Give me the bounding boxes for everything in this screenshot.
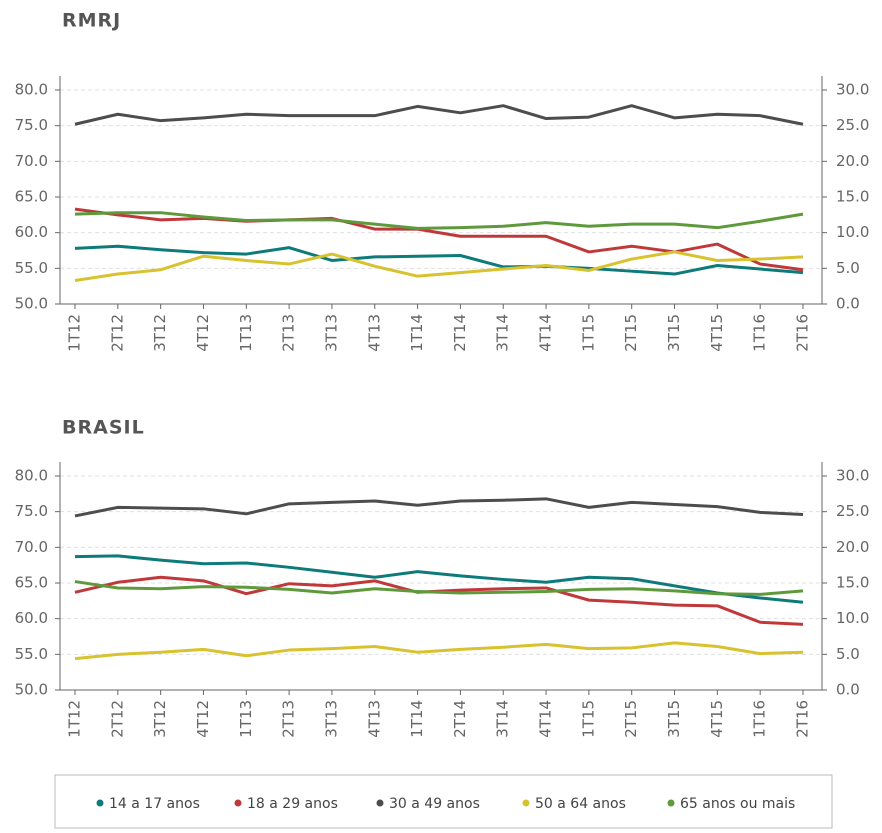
legend-swatch (234, 799, 242, 807)
y-tick-label: 50.0 (15, 295, 48, 313)
y-tick-label: 50.0 (15, 681, 48, 699)
chart-title: RMRJ (62, 10, 121, 32)
y-tick-label: 65.0 (15, 574, 48, 592)
x-tick-label: 2T14 (451, 314, 469, 352)
x-tick-label: 3T14 (494, 314, 512, 352)
x-tick-label: 3T13 (322, 314, 340, 352)
x-tick-label: 4T12 (194, 314, 212, 352)
x-tick-label: 1T16 (751, 700, 769, 738)
x-tick-label: 2T12 (108, 700, 126, 738)
x-tick-label: 1T12 (66, 314, 84, 352)
x-tick-label: 2T12 (108, 314, 126, 352)
y2-tick-label: 30.0 (836, 467, 869, 485)
x-tick-label: 2T16 (794, 700, 812, 738)
series-line (74, 554, 804, 604)
legend-swatch (522, 799, 530, 807)
x-tick-label: 3T15 (665, 700, 683, 738)
x-tick-label: 3T12 (151, 700, 169, 738)
y-tick-label: 75.0 (15, 502, 48, 520)
y2-tick-label: 10.0 (836, 609, 869, 627)
legend-swatch (96, 799, 104, 807)
x-tick-label: 1T13 (237, 700, 255, 738)
x-tick-label: 4T13 (365, 314, 383, 352)
y-tick-label: 65.0 (15, 188, 48, 206)
x-tick-label: 2T16 (794, 314, 812, 352)
x-tick-label: 2T13 (280, 314, 298, 352)
x-tick-label: 2T15 (622, 700, 640, 738)
series-line (74, 580, 804, 596)
y2-tick-label: 25.0 (836, 116, 869, 134)
x-tick-label: 3T15 (665, 314, 683, 352)
x-tick-label: 2T13 (280, 700, 298, 738)
x-tick-label: 1T14 (408, 700, 426, 738)
x-tick-label: 4T12 (194, 700, 212, 738)
y-tick-label: 80.0 (15, 81, 48, 99)
x-tick-label: 1T13 (237, 314, 255, 352)
y2-tick-label: 15.0 (836, 188, 869, 206)
x-tick-label: 2T14 (451, 700, 469, 738)
y-tick-label: 60.0 (15, 609, 48, 627)
x-tick-label: 3T13 (322, 700, 340, 738)
legend-label: 65 anos ou mais (680, 796, 795, 812)
legend-label: 18 a 29 anos (247, 796, 338, 812)
legend-label: 50 a 64 anos (535, 796, 626, 812)
y2-tick-label: 30.0 (836, 81, 869, 99)
y-tick-label: 70.0 (15, 538, 48, 556)
series-line (74, 250, 804, 282)
y-tick-label: 60.0 (15, 223, 48, 241)
x-tick-label: 4T14 (537, 314, 555, 352)
y2-tick-label: 10.0 (836, 223, 869, 241)
legend-swatch (667, 799, 675, 807)
series-line (74, 104, 804, 126)
x-tick-label: 1T15 (579, 314, 597, 352)
y2-tick-label: 0.0 (836, 681, 860, 699)
y2-tick-label: 20.0 (836, 152, 869, 170)
x-tick-label: 4T14 (537, 700, 555, 738)
legend-label: 14 a 17 anos (109, 796, 200, 812)
series-line (74, 244, 804, 276)
y-tick-label: 55.0 (15, 645, 48, 663)
x-tick-label: 4T15 (708, 700, 726, 738)
x-tick-label: 1T14 (408, 314, 426, 352)
y-tick-label: 75.0 (15, 116, 48, 134)
x-tick-label: 3T14 (494, 700, 512, 738)
x-tick-label: 1T15 (579, 700, 597, 738)
y2-tick-label: 0.0 (836, 295, 860, 313)
legend-label: 30 a 49 anos (389, 796, 480, 812)
y2-tick-label: 15.0 (836, 574, 869, 592)
y2-tick-label: 5.0 (836, 259, 860, 277)
chart-title: BRASIL (62, 417, 145, 439)
y2-tick-label: 5.0 (836, 645, 860, 663)
x-tick-label: 4T13 (365, 700, 383, 738)
x-tick-label: 1T16 (751, 314, 769, 352)
y2-tick-label: 20.0 (836, 538, 869, 556)
series-line (74, 211, 804, 230)
x-tick-label: 2T15 (622, 314, 640, 352)
x-tick-label: 4T15 (708, 314, 726, 352)
series-line (74, 641, 804, 661)
series-line (74, 575, 804, 626)
series-line (74, 497, 804, 518)
x-tick-label: 3T12 (151, 314, 169, 352)
x-tick-label: 1T12 (66, 700, 84, 738)
series-line (74, 207, 804, 272)
y-tick-label: 70.0 (15, 152, 48, 170)
legend-swatch (376, 799, 384, 807)
y-tick-label: 55.0 (15, 259, 48, 277)
legend-box (54, 774, 833, 829)
y2-tick-label: 25.0 (836, 502, 869, 520)
y-tick-label: 80.0 (15, 467, 48, 485)
